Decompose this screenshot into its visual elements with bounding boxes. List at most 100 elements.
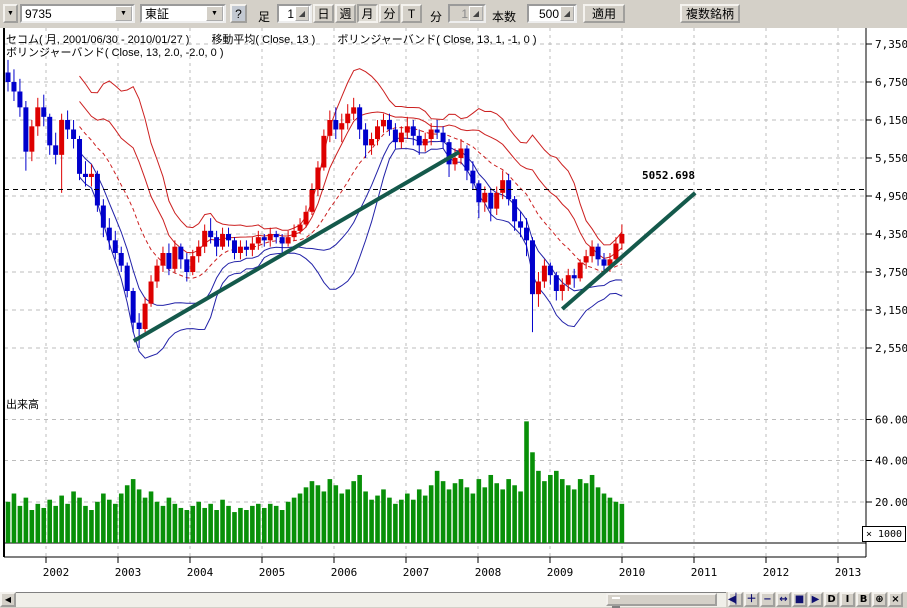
spinner-updown-icon[interactable]: ◢ bbox=[560, 6, 574, 21]
chevron-down-icon[interactable]: ▼ bbox=[115, 6, 132, 21]
chart-nav-button-8[interactable]: B bbox=[856, 592, 871, 607]
svg-text:3,750: 3,750 bbox=[875, 266, 907, 279]
svg-text:2013: 2013 bbox=[835, 566, 862, 579]
chart-nav-button-9[interactable]: ⊕ bbox=[872, 592, 887, 607]
bar-interval-spinner[interactable]: 1 ◢ bbox=[277, 4, 312, 23]
nav-glyph-icon: ■ bbox=[794, 593, 805, 605]
apply-button[interactable]: 適用 bbox=[583, 4, 625, 23]
svg-text:7,350: 7,350 bbox=[875, 38, 907, 51]
chart-canvas[interactable]: 2002 2003 2004 2005 2006 2007 2008 2009 2010 2011… bbox=[0, 28, 907, 607]
svg-text:4,350: 4,350 bbox=[875, 228, 907, 241]
volume-series bbox=[5, 421, 625, 543]
svg-text:2008: 2008 bbox=[475, 566, 502, 579]
svg-text:6,750: 6,750 bbox=[875, 76, 907, 89]
nav-glyph-icon: ↔ bbox=[779, 593, 788, 605]
nav-glyph-icon: × bbox=[891, 593, 900, 605]
period-button-T[interactable]: T bbox=[401, 4, 422, 23]
svg-text:2006: 2006 bbox=[331, 566, 358, 579]
count-label: 本数 bbox=[492, 10, 517, 24]
svg-text:2005: 2005 bbox=[259, 566, 286, 579]
chart-nav-button-4[interactable]: ■ bbox=[792, 592, 807, 607]
chart-nav-button-2[interactable]: − bbox=[760, 592, 775, 607]
svg-text:2004: 2004 bbox=[187, 566, 214, 579]
nav-glyph-icon: D bbox=[827, 593, 836, 605]
bar-label: 足 bbox=[258, 10, 271, 24]
price-level-label: 5052.698 bbox=[642, 169, 695, 182]
chevron-down-icon[interactable]: ▼ bbox=[206, 6, 223, 21]
nav-glyph-icon: ⊕ bbox=[875, 593, 884, 605]
svg-text:2009: 2009 bbox=[547, 566, 574, 579]
symbol-combobox[interactable]: 9735 ▼ bbox=[20, 4, 135, 23]
svg-text:2,550: 2,550 bbox=[875, 342, 907, 355]
multi-symbol-button[interactable]: 複数銘柄 bbox=[680, 4, 740, 23]
spinner-updown-icon: ◢ bbox=[469, 6, 483, 21]
chart-panel: 2002 2003 2004 2005 2006 2007 2008 2009 2010 2011… bbox=[0, 28, 907, 607]
bollinger-upper-2sigma-line bbox=[79, 68, 623, 246]
chart-nav-button-5[interactable]: ▶ bbox=[808, 592, 823, 607]
symbol-history-dropdown-button[interactable]: ▼ bbox=[3, 4, 18, 23]
count-spinner[interactable]: 500 ◢ bbox=[527, 4, 577, 23]
trend-line-2[interactable] bbox=[560, 191, 697, 311]
svg-text:20.00: 20.00 bbox=[875, 496, 907, 509]
bar-interval-value: 1 bbox=[287, 6, 294, 21]
bb2-info-label: ボリンジャーバンド( Close, 13, 2.0, -2.0, 0 ) bbox=[6, 47, 224, 59]
chart-nav-button-3[interactable]: ↔ bbox=[776, 592, 791, 607]
scrollbar-track[interactable] bbox=[16, 592, 726, 608]
help-button[interactable]: ? bbox=[230, 4, 247, 23]
nav-glyph-icon: B bbox=[859, 593, 868, 605]
svg-text:6,150: 6,150 bbox=[875, 114, 907, 127]
period-button-月[interactable]: 月 bbox=[357, 4, 378, 23]
svg-text:2010: 2010 bbox=[619, 566, 646, 579]
chevron-down-icon: ▼ bbox=[7, 10, 14, 17]
series-info-label: セコム( 月, 2001/06/30 - 2010/01/27 ) bbox=[6, 34, 190, 46]
scroll-left-button[interactable]: ◀ bbox=[0, 592, 16, 607]
moving-average-line bbox=[79, 126, 623, 279]
bb1-info-label: ボリンジャーバンド( Close, 13, 1, -1, 0 ) bbox=[337, 34, 537, 46]
minute-value: 1 bbox=[461, 6, 468, 21]
symbol-value: 9735 bbox=[25, 6, 52, 21]
svg-text:2012: 2012 bbox=[763, 566, 790, 579]
horizontal-scrollbar: ◀ ◀▏ ＋ − ↔ ■ ▶ D I B ⊕ × bbox=[0, 592, 907, 608]
svg-text:60.00: 60.00 bbox=[875, 413, 907, 426]
chart-nav-button-10[interactable]: × bbox=[888, 592, 903, 607]
count-value: 500 bbox=[538, 6, 559, 21]
ma-info-label: 移動平均( Close, 13 ) bbox=[211, 34, 316, 46]
svg-text:4,950: 4,950 bbox=[875, 190, 907, 203]
chart-nav-button-7[interactable]: I bbox=[840, 592, 855, 607]
nav-glyph-icon: ＋ bbox=[746, 593, 757, 605]
scrollbar-thumb[interactable] bbox=[606, 593, 717, 608]
volume-scale-box: × 1000 bbox=[862, 526, 906, 542]
nav-glyph-icon: ◀▏ bbox=[727, 593, 744, 605]
exchange-value: 東証 bbox=[145, 7, 170, 21]
svg-text:2002: 2002 bbox=[43, 566, 70, 579]
chart-nav-button-0[interactable]: ◀▏ bbox=[728, 592, 743, 607]
nav-glyph-icon: − bbox=[763, 593, 772, 605]
chart-nav-button-1[interactable]: ＋ bbox=[744, 592, 759, 607]
volume-pane-label: 出来高 bbox=[6, 399, 39, 411]
exchange-combobox[interactable]: 東証 ▼ bbox=[140, 4, 226, 23]
bollinger-lower-1sigma-line bbox=[79, 137, 622, 306]
chart-header-line2: ボリンジャーバンド( Close, 13, 2.0, -2.0, 0 ) bbox=[6, 44, 246, 60]
svg-text:3,150: 3,150 bbox=[875, 304, 907, 317]
nav-glyph-icon: I bbox=[845, 593, 850, 605]
bollinger-upper-1sigma-line bbox=[79, 101, 623, 260]
grid-lines: 2002 2003 2004 2005 2006 2007 2008 2009 2010 2011… bbox=[4, 28, 907, 579]
period-button-分[interactable]: 分 bbox=[379, 4, 400, 23]
candlestick-series bbox=[5, 59, 625, 348]
svg-text:40.00: 40.00 bbox=[875, 455, 907, 468]
trend-line-1[interactable] bbox=[132, 150, 461, 343]
spinner-updown-icon[interactable]: ◢ bbox=[295, 6, 309, 21]
svg-text:5,550: 5,550 bbox=[875, 152, 907, 165]
svg-text:2011: 2011 bbox=[691, 566, 718, 579]
period-button-日[interactable]: 日 bbox=[313, 4, 334, 23]
period-button-週[interactable]: 週 bbox=[335, 4, 356, 23]
svg-text:2007: 2007 bbox=[403, 566, 430, 579]
svg-text:2003: 2003 bbox=[115, 566, 142, 579]
chart-header-line1: セコム( 月, 2001/06/30 - 2010/01/27 ) 移動平均( C… bbox=[6, 31, 559, 47]
chart-nav-button-6[interactable]: D bbox=[824, 592, 839, 607]
arrow-left-icon: ◀ bbox=[4, 595, 12, 604]
grip-icon bbox=[612, 597, 620, 608]
minute-label: 分 bbox=[430, 10, 443, 24]
